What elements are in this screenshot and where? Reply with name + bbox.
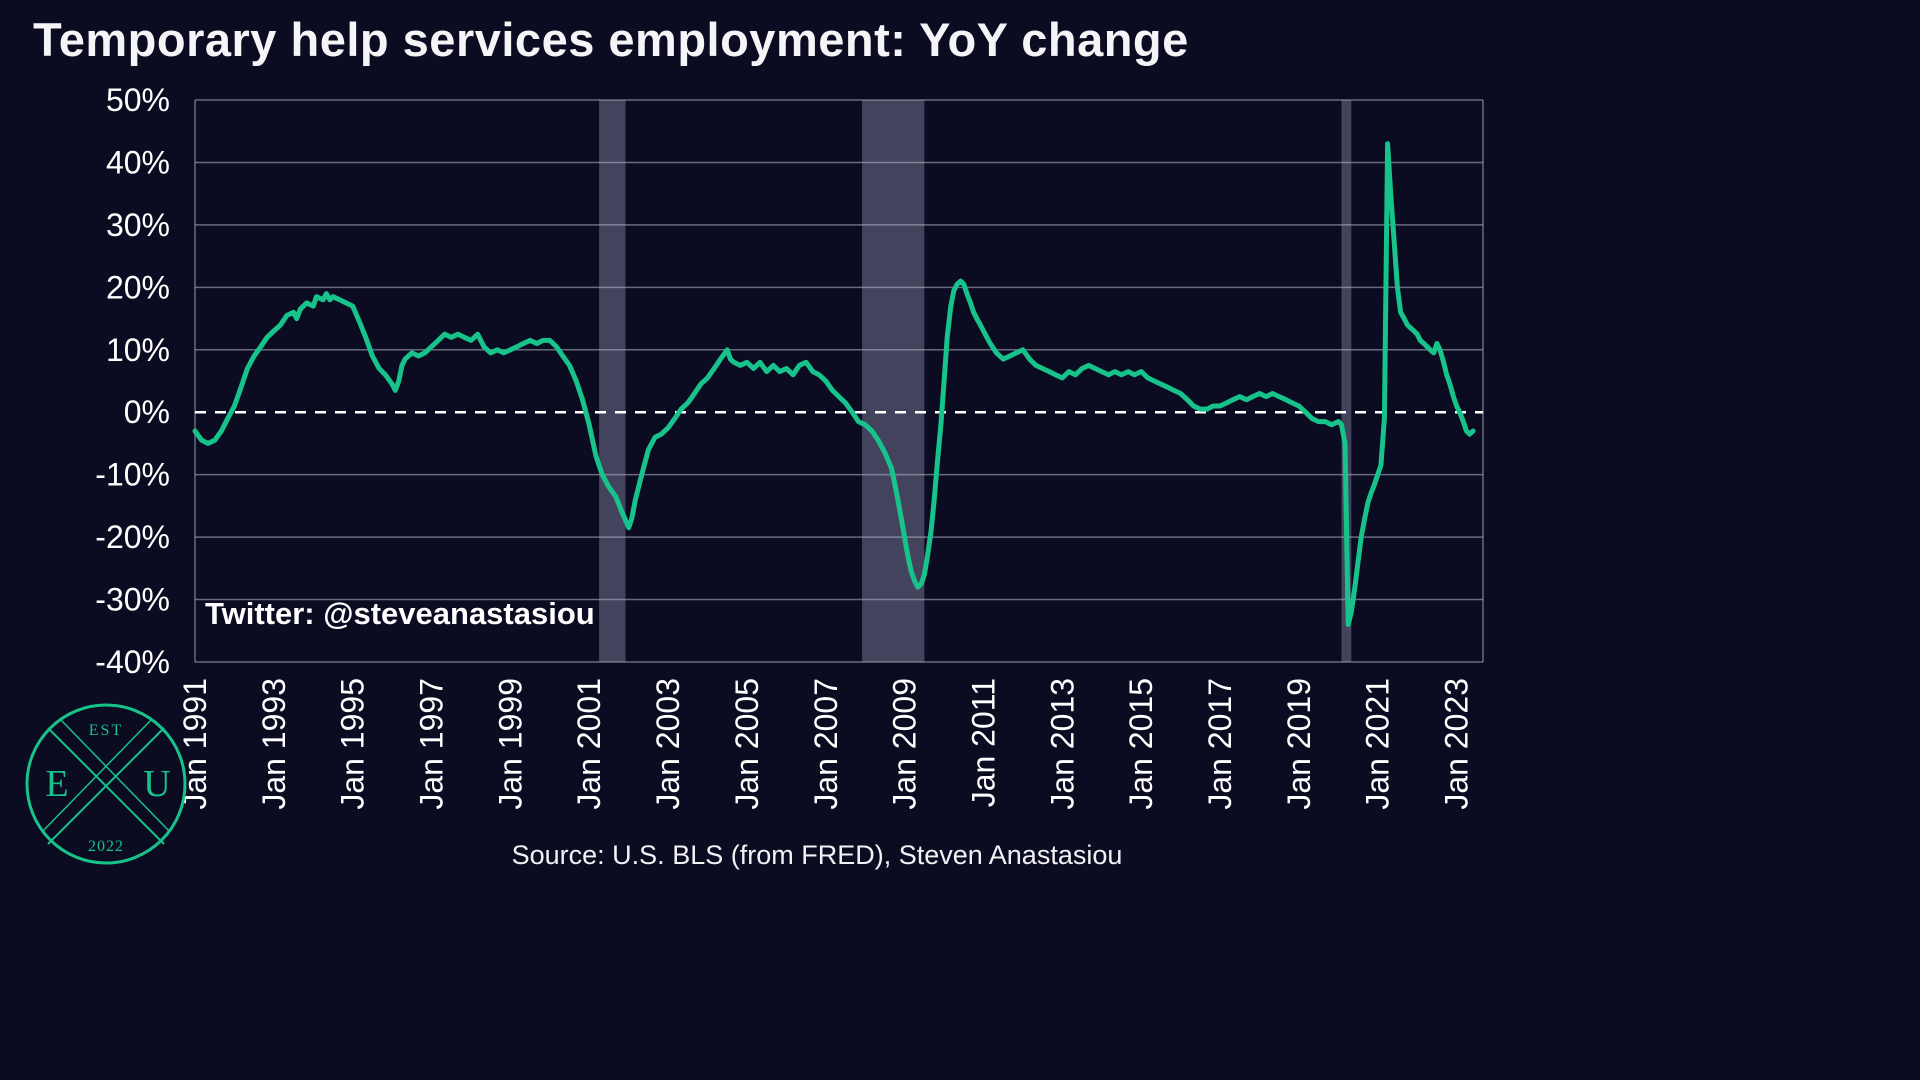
y-tick-label: -30% [95, 582, 170, 618]
x-tick-label: Jan 2021 [1360, 678, 1396, 810]
x-tick-label: Jan 2003 [650, 678, 686, 810]
recession-band [862, 100, 925, 662]
x-tick-label: Jan 2013 [1044, 678, 1080, 810]
logo-year-text: 2022 [88, 838, 124, 855]
logo-x-stroke [59, 718, 171, 833]
x-tick-label: Jan 1997 [414, 678, 450, 810]
twitter-annotation: Twitter: @steveanastasiou [205, 596, 595, 631]
x-tick-label: Jan 2017 [1202, 678, 1238, 810]
logo-graphic: EST 2022 E U [25, 703, 187, 865]
logo: EST 2022 E U [15, 693, 197, 880]
page-title: Temporary help services employment: YoY … [33, 13, 1189, 66]
x-tick-label: Jan 2001 [571, 678, 607, 810]
source-credit: Source: U.S. BLS (from FRED), Steven Ana… [511, 840, 1123, 870]
logo-letter-e: E [45, 763, 68, 805]
series-line [192, 141, 1476, 627]
recession-band [1341, 100, 1352, 662]
y-tick-label: -20% [95, 519, 170, 555]
logo-x-stroke [47, 727, 165, 845]
x-tick-label: Jan 2007 [808, 678, 844, 810]
logo-x-stroke [41, 718, 153, 833]
recession-band [599, 100, 626, 662]
x-tick-label: Jan 2015 [1123, 678, 1159, 810]
y-tick-label: 50% [106, 82, 170, 118]
y-tick-label: -40% [95, 644, 170, 680]
y-tick-label: 30% [106, 207, 170, 243]
x-tick-label: Jan 2005 [729, 678, 765, 810]
x-tick-label: Jan 1995 [335, 678, 371, 810]
x-tick-label: Jan 1999 [492, 678, 528, 810]
x-tick-label: Jan 2023 [1439, 678, 1475, 810]
y-tick-label: 20% [106, 269, 170, 305]
logo-circle [25, 703, 187, 865]
x-tick-label: Jan 1991 [177, 678, 213, 810]
logo-est-text: EST [89, 722, 123, 739]
logo-letter-u: U [143, 763, 170, 805]
bottom-accent-bar [0, 1075, 1920, 1080]
y-tick-label: 40% [106, 144, 170, 180]
x-tick-label: Jan 2011 [965, 678, 1001, 807]
y-tick-label: 0% [124, 394, 170, 430]
x-tick-label: Jan 2019 [1281, 678, 1317, 810]
x-tick-label: Jan 2009 [887, 678, 923, 810]
y-tick-label: -10% [95, 457, 170, 493]
y-tick-label: 10% [106, 332, 170, 368]
x-tick-label: Jan 1993 [256, 678, 292, 810]
